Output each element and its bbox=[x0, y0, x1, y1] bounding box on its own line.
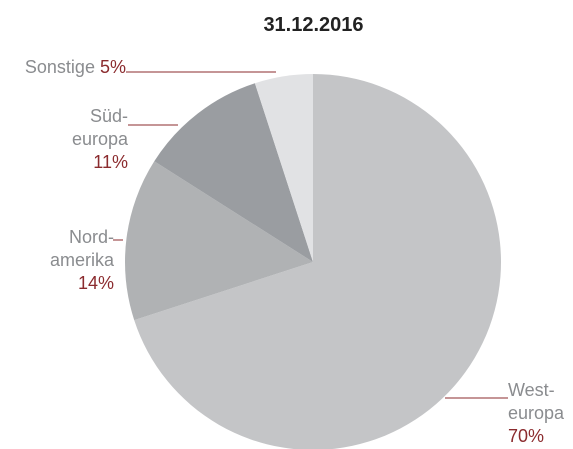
pie-slice bbox=[254, 74, 313, 262]
value-label: 11% bbox=[93, 152, 128, 172]
pie-slice bbox=[125, 161, 314, 321]
slice-label: Sonstige 5% bbox=[25, 56, 126, 79]
pie-slice bbox=[154, 83, 313, 262]
slice-label: West- europa 70% bbox=[508, 379, 564, 448]
category-label: Sonstige bbox=[24, 57, 95, 77]
slice-label: Süd- europa 11% bbox=[72, 105, 128, 174]
category-label: Süd- europa bbox=[71, 106, 128, 149]
value-label: 14% bbox=[77, 273, 114, 293]
category-label: West- europa bbox=[508, 380, 565, 423]
chart-title: 31.12.2016 bbox=[263, 14, 364, 36]
pie-slice bbox=[134, 74, 501, 449]
value-label: 70% bbox=[508, 426, 545, 446]
slice-label: Nord- amerika 14% bbox=[50, 226, 114, 295]
category-label: Nord- amerika bbox=[49, 227, 114, 270]
value-label: 5% bbox=[99, 57, 126, 77]
